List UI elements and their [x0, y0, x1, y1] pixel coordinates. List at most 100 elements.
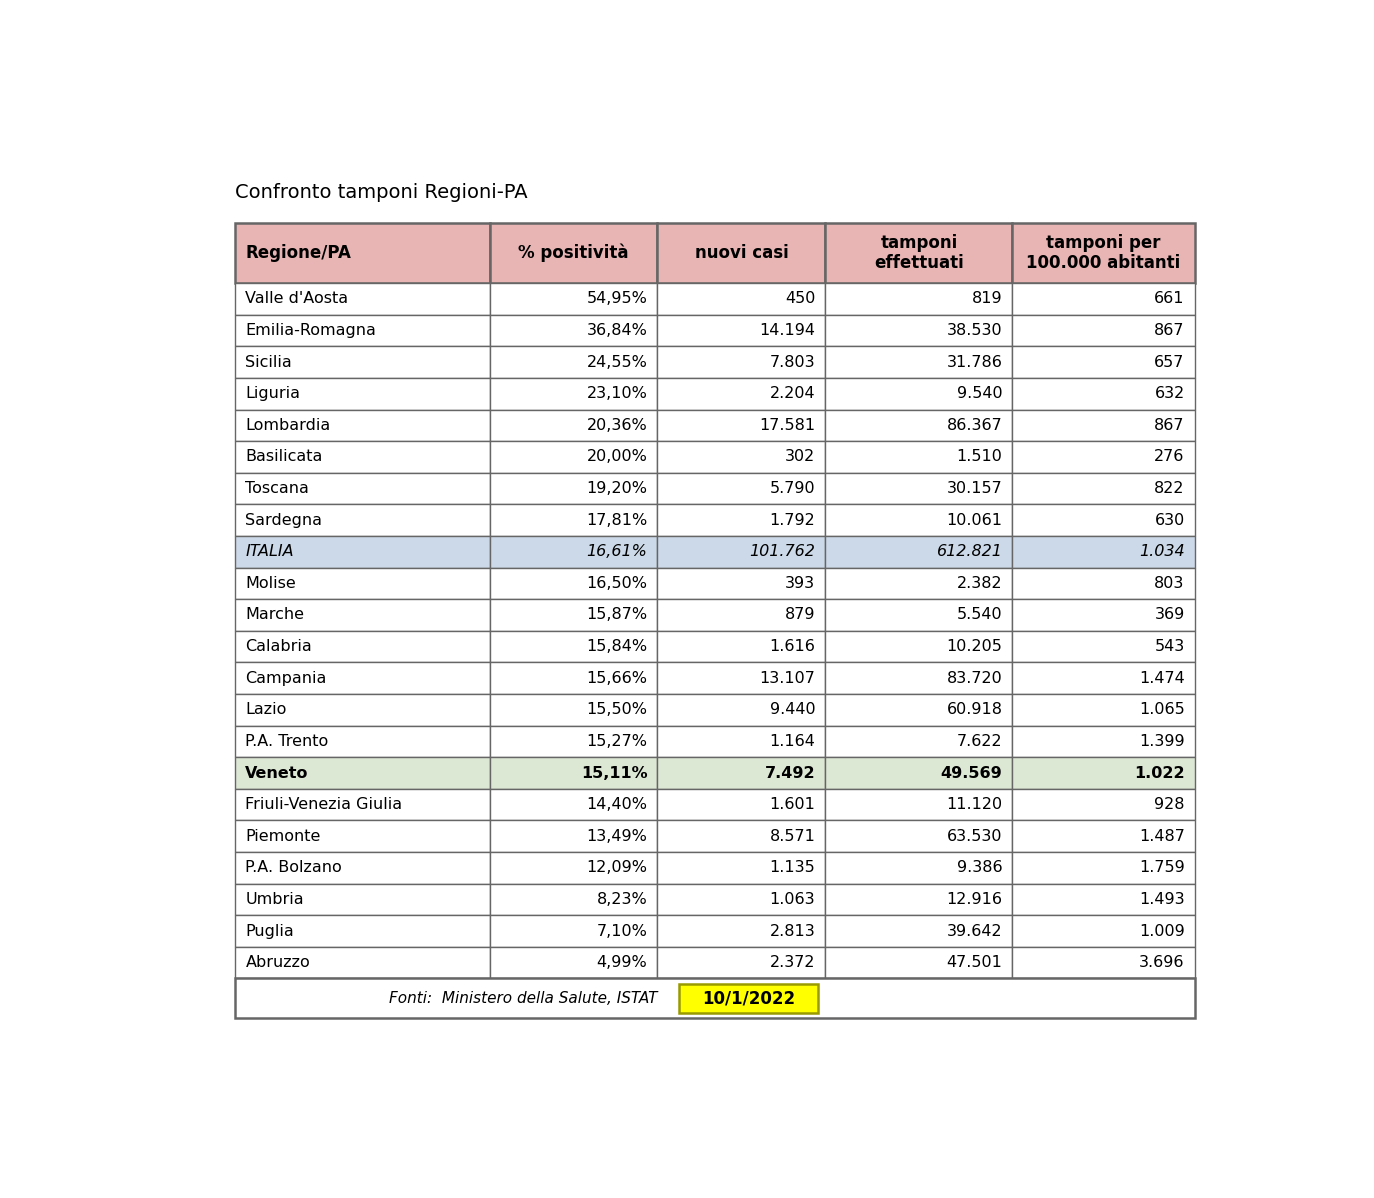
Bar — [826, 852, 1013, 884]
Text: 2.204: 2.204 — [769, 386, 815, 401]
Bar — [235, 979, 1195, 1018]
Bar — [657, 946, 826, 979]
Bar — [235, 788, 489, 821]
Bar — [489, 441, 657, 473]
Text: Campania: Campania — [246, 671, 327, 685]
Bar — [826, 821, 1013, 852]
Text: 12.916: 12.916 — [947, 893, 1003, 907]
Bar — [657, 821, 826, 852]
Bar — [1013, 852, 1195, 884]
Text: 24,55%: 24,55% — [587, 355, 647, 370]
Text: 47.501: 47.501 — [947, 955, 1003, 970]
Bar — [489, 662, 657, 694]
Text: 1.487: 1.487 — [1139, 829, 1184, 843]
Bar — [657, 915, 826, 946]
Text: 302: 302 — [785, 449, 815, 465]
Text: Valle d'Aosta: Valle d'Aosta — [246, 291, 349, 307]
Text: % positività: % positività — [518, 244, 629, 262]
Text: 14,40%: 14,40% — [587, 797, 647, 812]
Bar — [1013, 536, 1195, 568]
Bar — [657, 315, 826, 346]
Text: ITALIA: ITALIA — [246, 544, 294, 559]
Text: 13.107: 13.107 — [760, 671, 815, 685]
Bar — [489, 568, 657, 599]
Bar — [489, 536, 657, 568]
Text: 630: 630 — [1154, 513, 1184, 527]
Bar — [489, 599, 657, 631]
Text: 15,11%: 15,11% — [581, 766, 647, 781]
Bar — [657, 410, 826, 441]
Text: 10.205: 10.205 — [947, 639, 1003, 654]
Bar — [657, 631, 826, 662]
Bar — [489, 852, 657, 884]
Bar — [235, 946, 489, 979]
Bar — [1013, 410, 1195, 441]
Text: 822: 822 — [1154, 482, 1184, 496]
Bar — [1013, 821, 1195, 852]
Bar — [1013, 599, 1195, 631]
Bar — [489, 283, 657, 315]
Text: 1.065: 1.065 — [1139, 702, 1184, 718]
Text: 17.581: 17.581 — [760, 418, 815, 432]
Text: tamponi
effettuati: tamponi effettuati — [874, 234, 963, 272]
Text: Friuli-Venezia Giulia: Friuli-Venezia Giulia — [246, 797, 403, 812]
Bar — [826, 726, 1013, 757]
Bar — [1013, 315, 1195, 346]
Text: Regione/PA: Regione/PA — [246, 244, 352, 262]
Text: 1.792: 1.792 — [769, 513, 815, 527]
Text: 20,36%: 20,36% — [587, 418, 647, 432]
Text: 15,87%: 15,87% — [587, 607, 647, 623]
Bar — [235, 662, 489, 694]
Bar — [1013, 473, 1195, 504]
Text: 8,23%: 8,23% — [596, 893, 647, 907]
Bar — [489, 821, 657, 852]
Text: 2.372: 2.372 — [769, 955, 815, 970]
Bar — [826, 536, 1013, 568]
Text: Lazio: Lazio — [246, 702, 287, 718]
Bar — [235, 283, 489, 315]
Text: 543: 543 — [1154, 639, 1184, 654]
Bar — [1013, 915, 1195, 946]
Bar — [1013, 283, 1195, 315]
Bar — [1013, 568, 1195, 599]
Text: 16,50%: 16,50% — [587, 576, 647, 591]
Text: Sicilia: Sicilia — [246, 355, 293, 370]
Bar — [1013, 223, 1195, 283]
Text: Marche: Marche — [246, 607, 305, 623]
Text: 867: 867 — [1154, 323, 1184, 338]
Text: 31.786: 31.786 — [947, 355, 1003, 370]
Bar — [826, 915, 1013, 946]
Bar — [235, 377, 489, 410]
Text: 30.157: 30.157 — [947, 482, 1003, 496]
Bar — [657, 441, 826, 473]
Bar — [489, 504, 657, 536]
Text: Umbria: Umbria — [246, 893, 304, 907]
Text: 879: 879 — [785, 607, 815, 623]
Bar — [1013, 631, 1195, 662]
Bar — [489, 223, 657, 283]
Text: Abruzzo: Abruzzo — [246, 955, 311, 970]
Bar — [657, 346, 826, 377]
Bar — [235, 915, 489, 946]
Bar — [826, 315, 1013, 346]
Text: Puglia: Puglia — [246, 924, 294, 938]
Text: tamponi per
100.000 abitanti: tamponi per 100.000 abitanti — [1026, 234, 1180, 272]
Bar — [1013, 788, 1195, 821]
Text: 83.720: 83.720 — [947, 671, 1003, 685]
Bar — [657, 662, 826, 694]
Bar — [657, 568, 826, 599]
Bar — [489, 410, 657, 441]
Text: 1.493: 1.493 — [1139, 893, 1184, 907]
Text: Sardegna: Sardegna — [246, 513, 323, 527]
Text: 5.540: 5.540 — [956, 607, 1003, 623]
Bar — [489, 315, 657, 346]
Bar — [826, 757, 1013, 788]
Text: 612.821: 612.821 — [937, 544, 1003, 559]
Text: 632: 632 — [1154, 386, 1184, 401]
Text: 1.009: 1.009 — [1139, 924, 1184, 938]
Bar — [235, 410, 489, 441]
Text: 36,84%: 36,84% — [587, 323, 647, 338]
Bar — [826, 410, 1013, 441]
Bar — [235, 884, 489, 915]
Bar — [826, 223, 1013, 283]
